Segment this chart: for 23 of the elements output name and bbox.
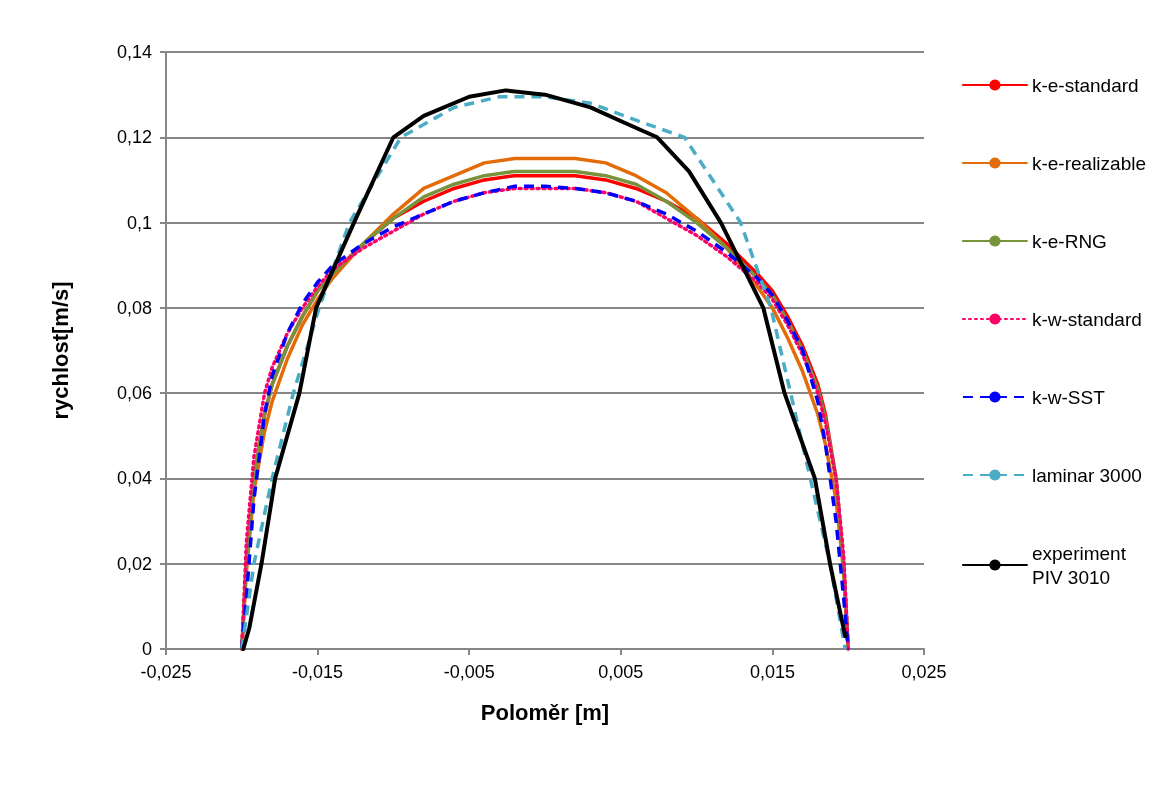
y-tick-label: 0,1 xyxy=(126,212,152,233)
x-tick-label: 0,005 xyxy=(598,662,644,682)
legend-label: k-w-SST xyxy=(1031,386,1106,408)
y-tick-label: 0,14 xyxy=(116,42,152,62)
x-tick-label: 0,025 xyxy=(901,662,947,682)
y-tick-label: 0 xyxy=(141,639,152,659)
legend-label: k-e-standard xyxy=(1031,74,1139,96)
legend-label: k-e-RNG xyxy=(1031,230,1107,252)
y-tick-label: 0,06 xyxy=(116,383,152,404)
x-tick-label: 0,015 xyxy=(749,662,795,682)
y-tick-label: 0,02 xyxy=(116,553,152,574)
legend-label: experiment PIV 3010 xyxy=(1031,542,1127,588)
legend-label: laminar 3000 xyxy=(1031,464,1142,486)
x-tick-label: -0,005 xyxy=(443,662,495,682)
y-axis-title: rychlost[m/s] xyxy=(47,281,73,420)
y-tick-label: 0,08 xyxy=(116,297,152,318)
legend-label: k-w-standard xyxy=(1031,308,1142,330)
x-axis-title: Poloměr [m] xyxy=(480,699,610,725)
y-tick-label: 0,04 xyxy=(116,468,152,489)
y-tick-label: 0,12 xyxy=(116,127,152,148)
x-tick-label: -0,015 xyxy=(292,662,344,682)
x-tick-label: -0,025 xyxy=(140,662,192,682)
legend-label: k-e-realizable xyxy=(1031,152,1146,174)
